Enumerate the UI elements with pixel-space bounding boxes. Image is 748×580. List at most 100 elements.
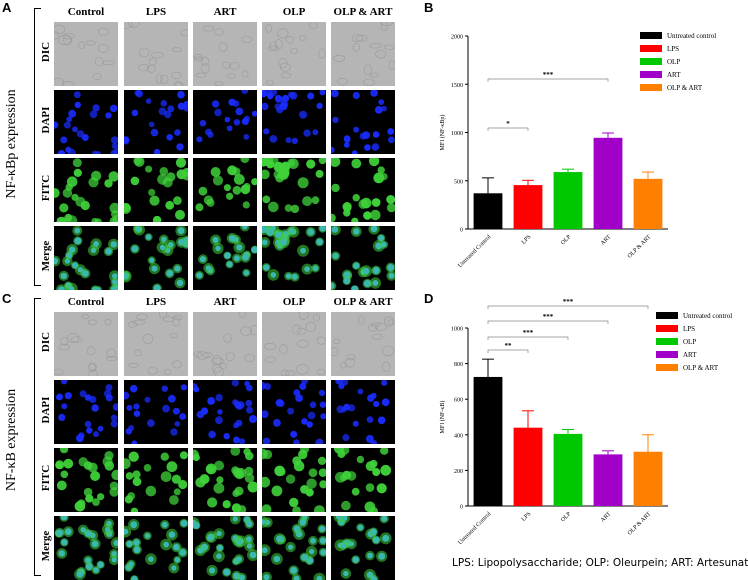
significance-bracket <box>488 128 528 131</box>
bar <box>554 172 583 229</box>
significance-label: * <box>506 120 510 128</box>
y-tick-label: 1000 <box>451 131 463 137</box>
legend-swatch <box>640 32 662 39</box>
panel-a-row-header: DIC <box>40 22 52 82</box>
significance-label: *** <box>543 313 554 321</box>
panel-c-row-header: DAPI <box>40 380 52 440</box>
legend-label: OLP & ART <box>667 84 703 92</box>
panel-c-micrograph-dapi <box>331 380 395 444</box>
panel-c-side-label: NF-κB expression <box>4 380 20 500</box>
legend-label: OLP <box>683 338 696 346</box>
legend-label: ART <box>667 71 681 79</box>
panel-c-micrograph-fitc <box>262 448 326 512</box>
panel-a-column-header: Control <box>55 6 117 18</box>
panel-c-micrograph-dic <box>262 312 326 376</box>
significance-bracket <box>488 79 608 82</box>
panel-a-micrograph-dic <box>193 22 257 86</box>
panel-a-micrograph-dic <box>54 22 118 86</box>
significance-label: *** <box>523 329 534 337</box>
legend-label: Untreated control <box>683 312 732 320</box>
panel-c-row-header: Merge <box>40 516 52 576</box>
panel-a-micrograph-dapi <box>262 90 326 154</box>
y-tick-label: 600 <box>454 398 463 404</box>
panel-a-micrograph-merge <box>262 226 326 290</box>
bar <box>634 179 663 229</box>
panel-a-micrograph-fitc <box>124 158 188 222</box>
panel-a-micrograph-merge <box>124 226 188 290</box>
panel-letter-a: A <box>2 0 11 15</box>
abbreviation-caption: LPS: Lipopolysaccharide; OLP: Oleurpein;… <box>452 557 748 569</box>
y-tick-label: 1500 <box>451 83 463 89</box>
panel-c-column-header: ART <box>194 296 256 308</box>
x-tick-label: OLP <box>560 511 573 524</box>
panel-c-micrograph-dic <box>331 312 395 376</box>
panel-letter-c: C <box>2 291 11 306</box>
legend-label: OLP <box>667 58 680 66</box>
panel-a-micrograph-merge <box>331 226 395 290</box>
panel-a-micrograph-fitc <box>193 158 257 222</box>
panel-a-micrograph-dapi <box>331 90 395 154</box>
panel-a-column-header: OLP & ART <box>332 6 394 18</box>
legend-swatch <box>656 312 678 319</box>
panel-a-micrograph-dic <box>124 22 188 86</box>
panel-a-micrograph-dic <box>262 22 326 86</box>
panel-c-micrograph-fitc <box>331 448 395 512</box>
x-tick-label: Untreated Control <box>457 234 492 269</box>
bar <box>594 138 623 229</box>
significance-bracket <box>488 321 608 324</box>
legend-label: LPS <box>667 45 679 53</box>
panel-a-row-header: DAPI <box>40 90 52 150</box>
legend-label: Untreated control <box>667 32 716 40</box>
legend-swatch <box>656 325 678 332</box>
panel-c-micrograph-merge <box>262 516 326 580</box>
y-tick-label: 2000 <box>451 35 463 41</box>
legend-swatch <box>656 364 678 371</box>
bar <box>474 377 503 506</box>
y-tick-label: 200 <box>454 469 463 475</box>
legend-swatch <box>640 84 662 91</box>
y-tick-label: 500 <box>454 179 463 185</box>
significance-bracket <box>488 350 528 353</box>
panel-c-micrograph-dic <box>193 312 257 376</box>
panel-c-micrograph-fitc <box>193 448 257 512</box>
panel-a-column-header: LPS <box>125 6 187 18</box>
y-tick-label: 0 <box>460 505 463 511</box>
significance-label: ** <box>505 342 513 350</box>
panel-c-micrograph-dapi <box>124 380 188 444</box>
y-tick-label: 400 <box>454 433 463 439</box>
x-tick-label: LPS <box>521 511 533 523</box>
x-tick-label: ART <box>600 234 613 247</box>
panel-c-column-header: OLP & ART <box>332 296 394 308</box>
panel-c-micrograph-fitc <box>124 448 188 512</box>
panel-c-column-header: LPS <box>125 296 187 308</box>
panel-c-micrograph-dic <box>124 312 188 376</box>
legend-label: ART <box>683 351 697 359</box>
panel-a-micrograph-dapi <box>193 90 257 154</box>
legend-label: LPS <box>683 325 695 333</box>
panel-c-micrograph-fitc <box>54 448 118 512</box>
panel-c-row-header: DIC <box>40 312 52 372</box>
panel-c-micrograph-dic <box>54 312 118 376</box>
significance-bracket <box>488 306 648 309</box>
legend-swatch <box>656 351 678 358</box>
panel-c-micrograph-dapi <box>54 380 118 444</box>
legend-swatch <box>640 58 662 65</box>
panel-a-micrograph-fitc <box>54 158 118 222</box>
legend-swatch <box>640 45 662 52</box>
panel-a-micrograph-merge <box>193 226 257 290</box>
bar <box>594 454 623 506</box>
panel-a-micrograph-fitc <box>262 158 326 222</box>
legend-swatch <box>640 71 662 78</box>
panel-a-column-header: OLP <box>263 6 325 18</box>
x-tick-label: Untreated Control <box>457 511 492 546</box>
y-tick-label: 0 <box>460 228 463 234</box>
panel-c-micrograph-merge <box>124 516 188 580</box>
bar <box>514 185 543 229</box>
bar <box>634 452 663 506</box>
panel-a-column-header: ART <box>194 6 256 18</box>
panel-c-micrograph-dapi <box>262 380 326 444</box>
panel-c-micrograph-merge <box>54 516 118 580</box>
x-tick-label: OLP <box>560 234 573 247</box>
